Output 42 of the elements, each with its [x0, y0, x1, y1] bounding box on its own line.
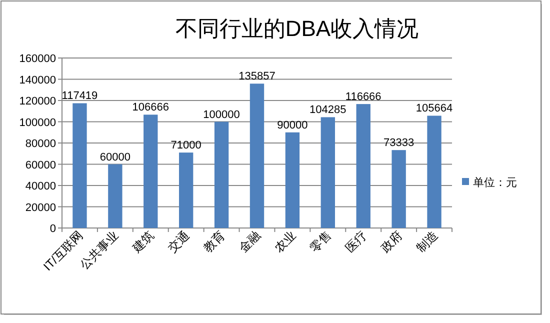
data-label: 100000 [203, 108, 240, 121]
y-tick-label: 40000 [25, 180, 56, 192]
x-tick-label: 制造 [414, 228, 440, 256]
bar [250, 84, 264, 228]
y-tick-label: 60000 [25, 159, 56, 172]
data-label: 90000 [277, 119, 308, 132]
bar [72, 103, 87, 228]
y-tick-label: 100000 [19, 116, 56, 129]
legend-label: 单位：元 [473, 176, 517, 189]
data-label: 116666 [345, 91, 382, 104]
bar [356, 104, 370, 228]
data-label: 60000 [100, 151, 130, 164]
x-tick-label: 医疗 [342, 228, 370, 256]
bar [144, 114, 158, 228]
y-tick-label: 140000 [19, 74, 56, 86]
x-tick-label: 建筑 [129, 228, 157, 256]
bar [108, 164, 122, 228]
x-tick-label: 金融 [236, 228, 264, 256]
bar [179, 152, 194, 228]
x-tick-label: 零售 [307, 228, 334, 256]
y-tick-label: 160000 [19, 53, 56, 65]
x-tick-label: 交通 [165, 228, 192, 256]
y-tick-label: 80000 [25, 138, 56, 150]
x-tick-label: 农业 [272, 228, 299, 256]
data-label: 117419 [62, 90, 98, 102]
chart-title: 不同行业的DBA收入情况 [175, 16, 419, 41]
y-tick-label: 0 [50, 223, 56, 235]
bar [320, 117, 335, 228]
bar [285, 132, 300, 228]
data-label: 135857 [238, 70, 276, 83]
x-tick-label: 政府 [378, 228, 405, 256]
y-tick-label: 120000 [19, 96, 56, 108]
data-label: 105664 [416, 102, 453, 115]
bar [392, 150, 406, 228]
y-tick-label: 20000 [25, 202, 56, 214]
bar [214, 122, 229, 228]
data-label: 73333 [384, 137, 414, 150]
x-tick-label: 教育 [200, 228, 228, 256]
bar [427, 116, 442, 228]
data-label: 104285 [310, 104, 346, 116]
data-label: 71000 [170, 140, 202, 152]
data-label: 106666 [132, 102, 169, 114]
